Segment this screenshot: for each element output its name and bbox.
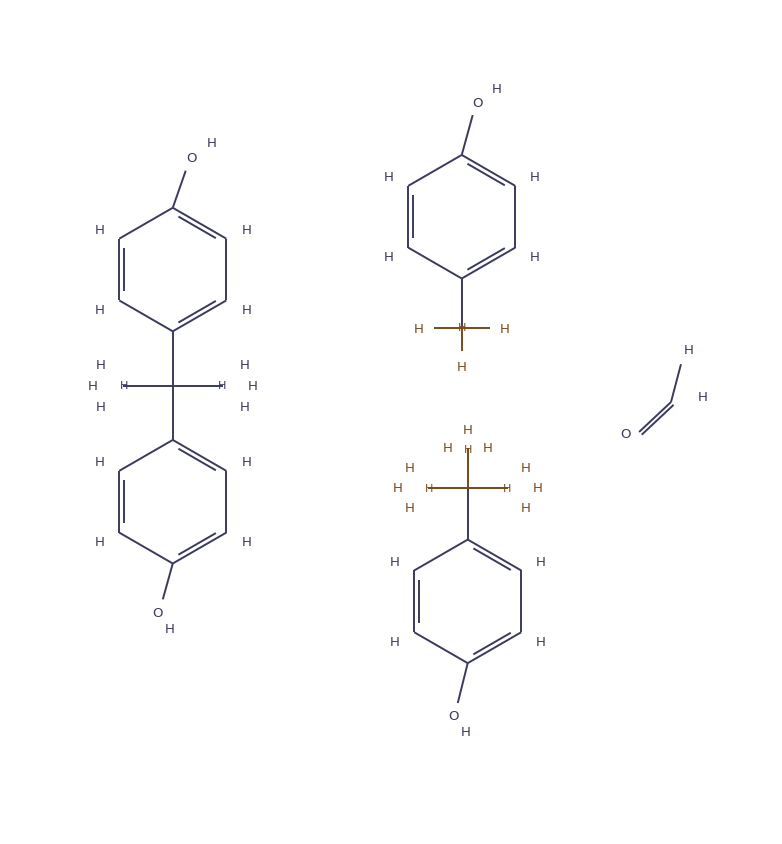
Text: H: H xyxy=(95,304,104,316)
Text: H: H xyxy=(95,456,104,468)
Text: O: O xyxy=(620,428,630,441)
Text: H: H xyxy=(492,83,501,95)
Text: H: H xyxy=(461,726,471,738)
Text: H: H xyxy=(443,442,453,455)
Text: O: O xyxy=(472,96,483,110)
Text: H: H xyxy=(684,344,694,356)
Text: H: H xyxy=(389,635,400,648)
Text: H: H xyxy=(248,380,257,392)
Text: H: H xyxy=(383,251,393,264)
Text: H: H xyxy=(389,555,400,568)
Text: O: O xyxy=(449,710,459,722)
Text: H: H xyxy=(96,359,106,371)
Text: H: H xyxy=(530,251,540,264)
Text: H: H xyxy=(383,171,393,184)
Text: H: H xyxy=(533,482,543,495)
Text: H: H xyxy=(698,390,708,403)
Text: H: H xyxy=(95,535,104,549)
Text: O: O xyxy=(152,606,163,619)
Text: H: H xyxy=(521,501,530,515)
Text: H: H xyxy=(530,171,540,184)
Text: H: H xyxy=(502,484,511,493)
Text: H: H xyxy=(242,456,251,468)
Text: H: H xyxy=(457,323,466,333)
Text: H: H xyxy=(165,622,174,635)
Text: H: H xyxy=(405,501,415,515)
Text: H: H xyxy=(96,401,106,414)
Text: H: H xyxy=(414,322,424,335)
Text: H: H xyxy=(242,224,251,237)
Text: H: H xyxy=(217,380,226,390)
Text: H: H xyxy=(536,635,546,648)
Text: H: H xyxy=(242,304,251,316)
Text: H: H xyxy=(464,445,472,454)
Text: H: H xyxy=(482,442,493,455)
Text: H: H xyxy=(88,380,98,392)
Text: H: H xyxy=(405,462,415,475)
Text: H: H xyxy=(425,484,433,493)
Text: O: O xyxy=(186,152,197,165)
Text: H: H xyxy=(206,137,217,150)
Text: H: H xyxy=(239,401,249,414)
Text: H: H xyxy=(457,360,467,374)
Text: H: H xyxy=(242,535,251,549)
Text: H: H xyxy=(393,482,403,495)
Text: H: H xyxy=(500,322,510,335)
Text: H: H xyxy=(120,380,128,390)
Text: H: H xyxy=(239,359,249,371)
Text: H: H xyxy=(463,424,472,437)
Text: H: H xyxy=(536,555,546,568)
Text: H: H xyxy=(521,462,530,475)
Text: H: H xyxy=(95,224,104,237)
